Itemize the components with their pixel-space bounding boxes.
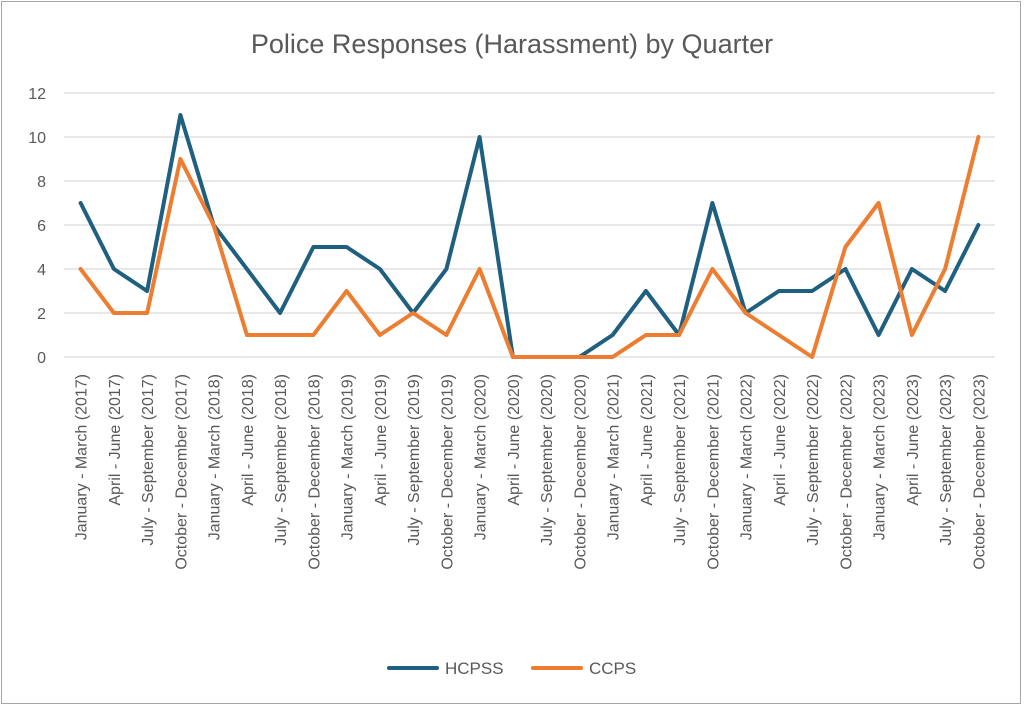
series-lines [78,113,981,359]
series-line-ccps [78,135,981,359]
x-tick-label: April - June (2019) [373,374,390,506]
x-tick-label: July - September (2022) [805,374,822,546]
x-tick-label: January - March (2020) [473,374,490,540]
x-tick-label: January - March (2019) [340,374,357,540]
legend-label-ccps: CCPS [589,659,636,678]
y-tick-label: 2 [37,306,46,323]
y-tick-label: 10 [28,130,46,147]
x-tick-label: April - June (2020) [506,374,523,506]
x-tick-label: April - June (2018) [240,374,257,506]
x-tick-label: July - September (2018) [273,374,290,546]
x-tick-label: January - March (2018) [207,374,224,540]
x-tick-label: October - December (2021) [705,374,722,570]
x-axis-ticks: January - March (2017) April - June (2017… [74,374,989,570]
y-tick-label: 4 [37,262,46,279]
x-tick-label: April - June (2021) [639,374,656,506]
x-tick-label: July - September (2017) [140,374,157,546]
x-tick-label: July - September (2020) [539,374,556,546]
x-tick-label: October - December (2020) [572,374,589,570]
y-tick-label: 12 [28,86,46,103]
x-tick-label: October - December (2018) [306,374,323,570]
x-tick-label: January - March (2017) [74,374,91,540]
x-tick-label: July - September (2021) [672,374,689,546]
y-tick-label: 0 [37,350,46,367]
chart-title: Police Responses (Harassment) by Quarter [251,29,773,59]
legend: HCPSS CCPS [387,659,636,678]
x-tick-label: January - March (2022) [739,374,756,540]
x-tick-label: April - June (2017) [107,374,124,506]
legend-label-hcpss: HCPSS [445,659,504,678]
x-tick-label: January - March (2021) [606,374,623,540]
x-tick-label: January - March (2023) [872,374,889,540]
x-tick-label: July - September (2023) [938,374,955,546]
y-tick-label: 8 [37,174,46,191]
x-tick-label: October - December (2017) [173,374,190,570]
x-tick-label: July - September (2019) [406,374,423,546]
x-tick-label: October - December (2022) [838,374,855,570]
x-tick-label: October - December (2019) [439,374,456,570]
x-tick-label: April - June (2023) [905,374,922,506]
x-tick-label: April - June (2022) [772,374,789,506]
y-tick-label: 6 [37,218,46,235]
x-tick-label: October - December (2023) [971,374,988,570]
gridlines [64,92,995,358]
y-axis-ticks: 0 2 4 6 8 10 12 [28,86,46,367]
